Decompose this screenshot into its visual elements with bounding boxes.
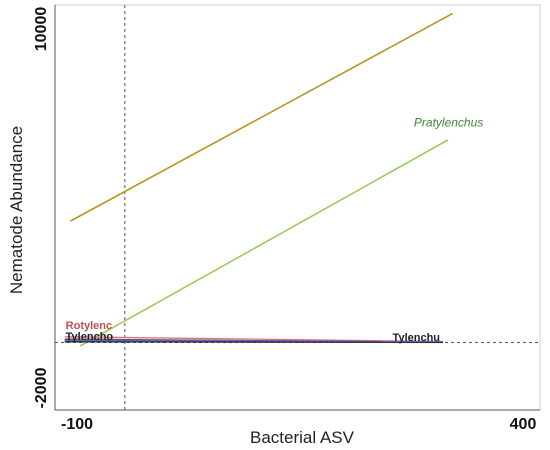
series-layer [64, 12, 454, 347]
y-axis-title: Nematode Abundance [7, 126, 26, 294]
x-axis-title: Bacterial ASV [250, 428, 355, 447]
y-tick-label-top: 10000 [33, 7, 50, 52]
plot-frame [54, 4, 541, 411]
y-tick-label-bottom: -2000 [33, 367, 50, 408]
series-label-1: Pratylenchus [414, 116, 483, 130]
reference-lines [55, 5, 540, 410]
series-label-3: Tylencho [66, 331, 114, 343]
x-tick-label-right: 400 [510, 416, 537, 433]
annotation-layer: MeloidogynePratylenchusRotylencTylenchoT… [66, 116, 484, 345]
series-label-4: Tylenchu [393, 332, 440, 344]
series-line-helicotylenchus-5 [64, 339, 444, 343]
series-line-pratylenchus-1 [79, 139, 449, 347]
series-label-2: Rotylenc [66, 320, 112, 332]
tick-layer: 10000 -2000 -100 400 [33, 7, 536, 433]
series-line-meloidogyne-0 [70, 12, 454, 222]
x-tick-label-left: -100 [61, 416, 93, 433]
series-line-tylencho-6 [64, 341, 444, 343]
series-line-rotylenc-2 [64, 336, 444, 343]
